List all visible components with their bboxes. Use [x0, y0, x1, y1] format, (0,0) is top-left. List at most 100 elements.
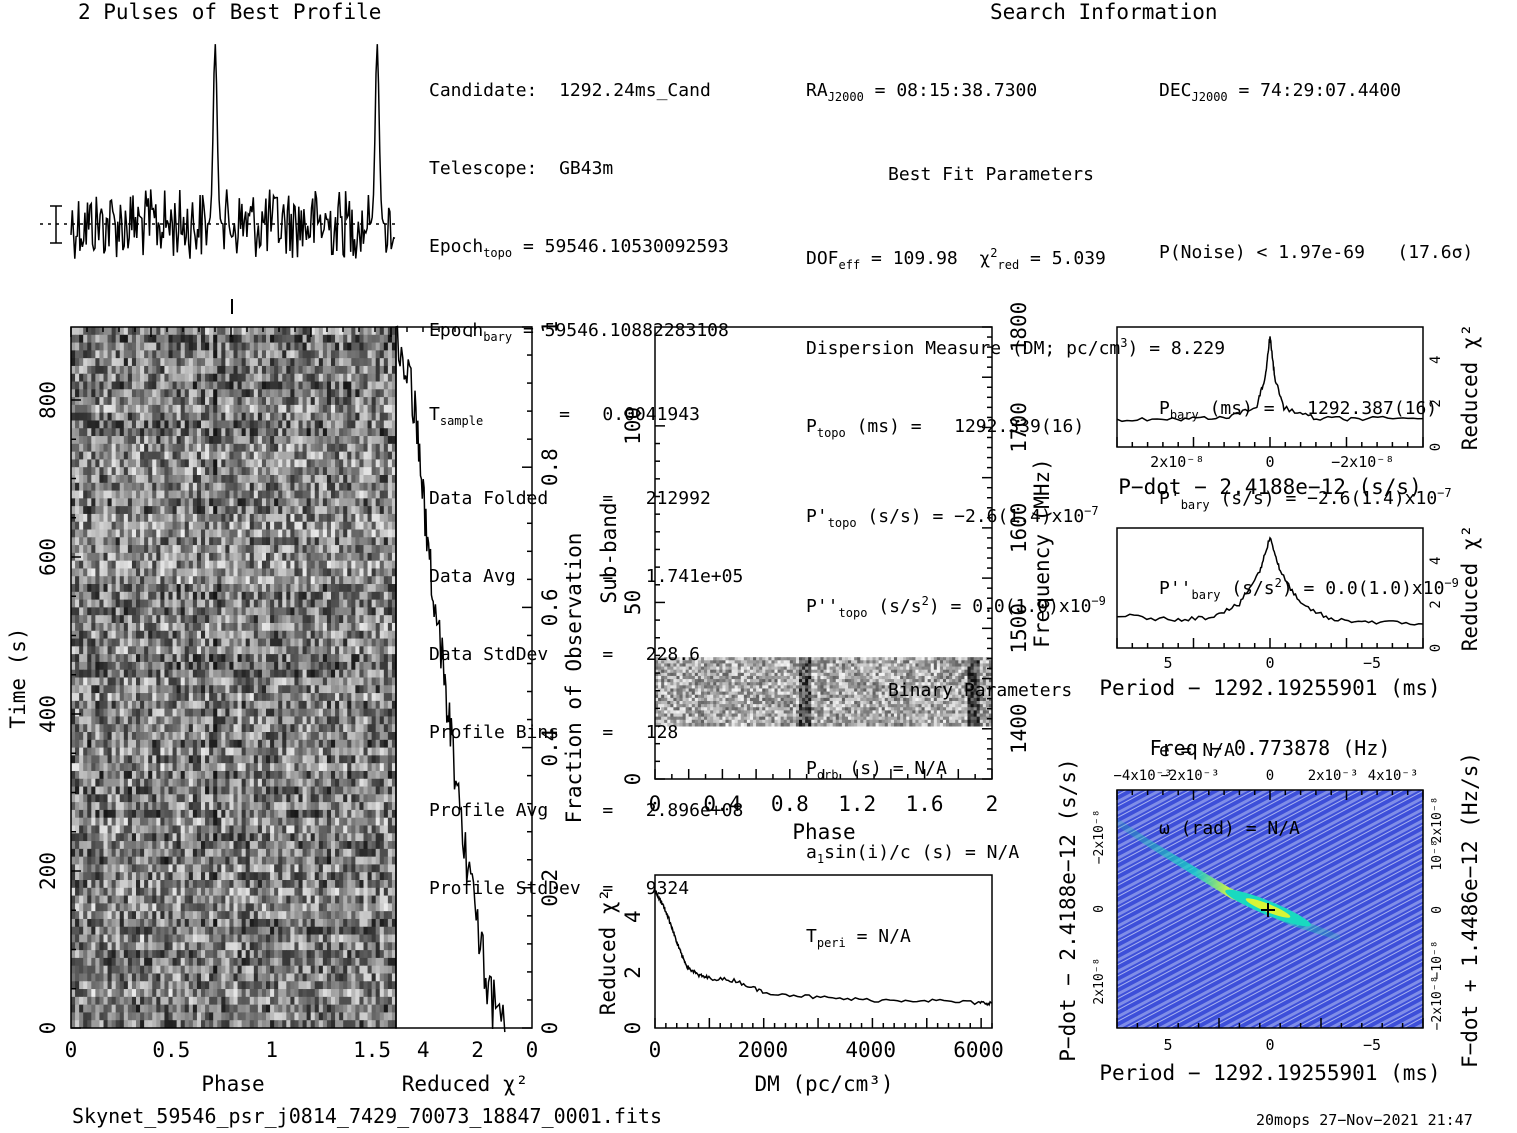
time-phase-cell	[144, 708, 149, 717]
time-phase-cell	[221, 474, 226, 484]
time-phase-cell	[209, 334, 214, 344]
time-phase-cell	[196, 358, 202, 367]
time-phase-cell	[217, 482, 222, 492]
time-phase-cell	[79, 327, 84, 336]
time-phase-cell	[270, 568, 275, 577]
time-phase-cell	[241, 529, 247, 538]
time-phase-cell	[245, 661, 251, 671]
time-phase-cell	[91, 778, 96, 788]
time-phase-cell	[241, 669, 247, 678]
time-phase-cell	[225, 630, 230, 640]
time-phase-cell	[91, 747, 96, 756]
time-phase-cell	[136, 397, 141, 406]
time-phase-cell	[213, 482, 218, 492]
time-phase-cell	[359, 599, 364, 608]
time-phase-cell	[79, 521, 84, 531]
time-phase-cell	[205, 669, 210, 678]
time-phase-cell	[172, 451, 178, 460]
time-phase-cell	[180, 482, 186, 492]
time-phase-cell	[119, 389, 125, 398]
time-phase-cell	[294, 467, 299, 476]
time-phase-cell	[123, 732, 129, 741]
time-phase-cell	[225, 545, 230, 554]
time-phase-cell	[229, 428, 234, 437]
time-phase-cell	[367, 584, 373, 593]
time-phase-cell	[282, 521, 287, 531]
time-phase-cell	[233, 700, 239, 710]
time-phase-cell	[176, 436, 182, 445]
time-phase-cell	[302, 654, 308, 663]
time-phase-cell	[107, 615, 113, 624]
time-phase-cell	[148, 342, 153, 351]
time-phase-cell	[221, 397, 226, 406]
time-phase-cell	[371, 474, 377, 484]
time-phase-cell	[119, 342, 125, 351]
time-phase-cell	[75, 545, 80, 554]
time-phase-cell	[213, 661, 218, 671]
time-phase-cell	[237, 334, 243, 344]
time-phase-cell	[164, 646, 169, 655]
time-phase-cell	[331, 560, 336, 569]
time-phase-cell	[294, 342, 299, 351]
time-phase-cell	[176, 467, 182, 476]
time-phase-cell	[209, 467, 214, 476]
time-phase-cell	[152, 428, 157, 437]
time-phase-cell	[148, 630, 153, 640]
time-phase-cell	[322, 568, 328, 577]
time-phase-cell	[383, 568, 389, 577]
time-phase-cell	[225, 607, 230, 616]
time-phase-cell	[331, 513, 336, 523]
time-phase-cell	[367, 677, 373, 686]
time-phase-cell	[196, 334, 202, 344]
time-phase-cell	[335, 622, 340, 632]
time-phase-cell	[123, 576, 129, 585]
time-phase-cell	[209, 327, 214, 336]
time-phase-cell	[257, 708, 263, 717]
time-phase-cell	[253, 342, 259, 351]
time-phase-cell	[237, 599, 243, 608]
time-phase-cell	[95, 498, 100, 507]
time-phase-cell	[192, 576, 198, 585]
time-phase-cell	[282, 607, 287, 616]
time-phase-cell	[266, 724, 271, 733]
time-phase-cell	[168, 560, 174, 569]
time-phase-cell	[136, 342, 141, 351]
time-phase-cell	[278, 365, 283, 375]
time-phase-cell	[383, 350, 389, 359]
time-phase-cell	[249, 654, 255, 663]
time-phase-cell	[115, 661, 121, 671]
time-phase-cell	[241, 716, 247, 725]
time-phase-cell	[209, 770, 214, 780]
time-phase-cell	[257, 389, 263, 398]
time-phase-cell	[339, 436, 344, 445]
time-phase-cell	[188, 443, 194, 453]
time-phase-cell	[196, 474, 202, 484]
time-phase-cell	[278, 786, 283, 795]
time-phase-cell	[196, 794, 202, 803]
time-phase-cell	[326, 537, 332, 546]
time-phase-cell	[351, 482, 356, 492]
time-phase-cell	[75, 451, 80, 460]
time-phase-cell	[367, 560, 373, 569]
time-phase-cell	[168, 498, 174, 507]
time-phase-cell	[379, 654, 385, 663]
time-phase-cell	[127, 459, 133, 468]
time-phase-cell	[237, 451, 243, 460]
time-phase-cell	[379, 732, 385, 741]
time-phase-cell	[192, 428, 198, 437]
time-phase-cell	[278, 716, 283, 725]
time-phase-cell	[95, 669, 100, 678]
time-phase-cell	[387, 428, 393, 437]
time-phase-cell	[339, 770, 344, 780]
time-phase-cell	[331, 482, 336, 492]
time-phase-cell	[184, 747, 190, 756]
time-phase-cell	[91, 809, 96, 819]
time-phase-cell	[326, 716, 332, 725]
time-phase-cell	[290, 669, 295, 678]
time-phase-cell	[310, 607, 316, 616]
time-phase-cell	[168, 443, 174, 453]
time-phase-cell	[213, 802, 218, 811]
time-phase-cell	[99, 498, 104, 507]
time-phase-cell	[306, 451, 312, 460]
time-phase-cell	[99, 365, 104, 375]
